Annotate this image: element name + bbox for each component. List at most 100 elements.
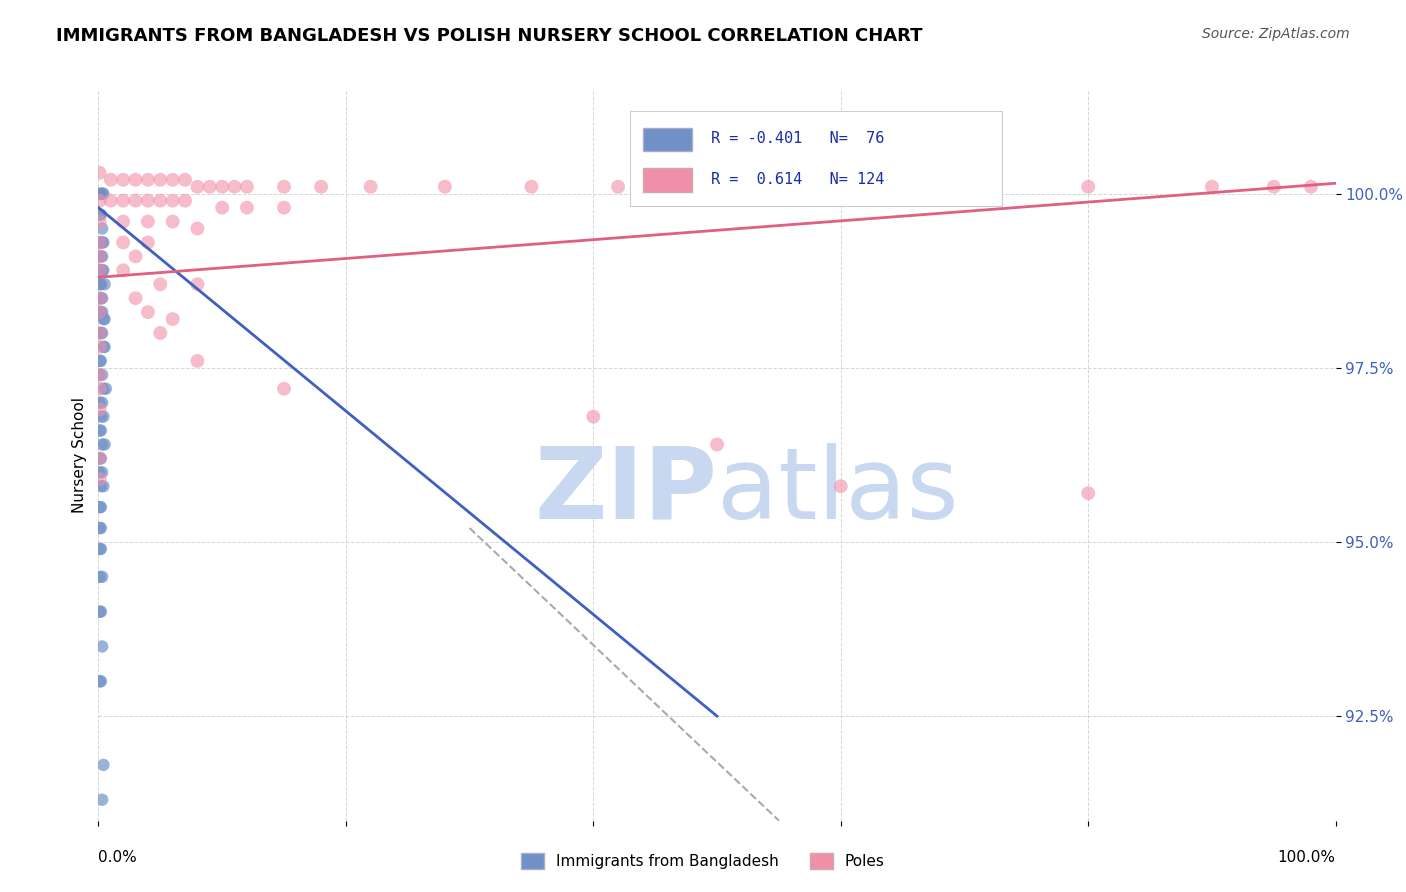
Text: Source: ZipAtlas.com: Source: ZipAtlas.com [1202,27,1350,41]
Point [90,479,112,493]
Point [89,382,111,396]
Point [706,437,728,451]
Point [93,312,115,326]
Point [162,312,184,326]
Text: IMMIGRANTS FROM BANGLADESH VS POLISH NURSERY SCHOOL CORRELATION CHART: IMMIGRANTS FROM BANGLADESH VS POLISH NUR… [56,27,922,45]
Point [91,395,114,409]
Point [89,395,111,409]
Point [136,235,159,250]
Point [89,521,111,535]
Point [90,235,112,250]
Point [91,640,114,654]
Point [89,235,111,250]
Point [93,186,115,201]
Point [94,382,117,396]
Point [273,201,295,215]
Point [91,326,114,340]
Point [136,194,159,208]
Point [93,277,115,292]
Point [1077,179,1099,194]
Point [90,354,112,368]
Point [162,173,184,187]
Point [607,179,630,194]
Point [91,263,114,277]
Text: 0.0%: 0.0% [98,850,138,865]
Point [174,194,197,208]
Point [91,368,114,382]
Text: ZIP: ZIP [534,443,717,540]
Point [89,214,111,228]
Point [89,541,111,556]
Point [309,179,332,194]
Point [90,605,112,619]
Point [90,249,112,263]
Point [830,179,852,194]
Point [149,194,172,208]
Point [162,194,184,208]
Point [91,466,114,480]
Point [91,570,114,584]
Point [174,173,197,187]
Point [91,235,114,250]
Point [186,277,208,292]
Point [89,166,111,180]
Point [89,291,111,305]
Point [91,186,114,201]
Point [90,521,112,535]
Point [93,382,115,396]
Point [149,326,172,340]
Point [90,186,112,201]
Point [89,326,111,340]
Point [236,201,259,215]
Point [91,291,114,305]
Point [89,451,111,466]
Point [520,179,543,194]
Text: R = -0.401   N=  76: R = -0.401 N= 76 [711,131,884,146]
Point [90,305,112,319]
Point [90,424,112,438]
Point [162,214,184,228]
Point [273,382,295,396]
Point [89,249,111,263]
Point [112,263,135,277]
Point [93,409,115,424]
Point [89,500,111,515]
Point [91,793,114,807]
FancyBboxPatch shape [630,112,1001,206]
Point [90,674,112,689]
Point [89,368,111,382]
Point [89,305,111,319]
Point [89,340,111,354]
Bar [643,169,692,192]
Point [112,194,135,208]
Point [93,263,115,277]
Point [89,249,111,263]
Text: 100.0%: 100.0% [1278,850,1336,865]
Point [89,570,111,584]
Point [112,235,135,250]
Point [91,437,114,451]
Point [149,173,172,187]
Point [89,605,111,619]
Point [433,179,456,194]
Point [186,354,208,368]
Point [90,500,112,515]
Point [89,354,111,368]
Point [90,326,112,340]
Point [93,437,115,451]
Point [89,402,111,417]
Point [93,758,115,772]
Point [124,173,146,187]
Point [149,277,172,292]
Point [90,409,112,424]
Point [91,305,114,319]
Point [89,368,111,382]
Point [90,451,112,466]
Point [1201,179,1223,194]
Point [89,186,111,201]
Point [93,312,115,326]
Point [211,201,233,215]
Bar [643,128,692,152]
Point [89,451,111,466]
Point [100,173,122,187]
